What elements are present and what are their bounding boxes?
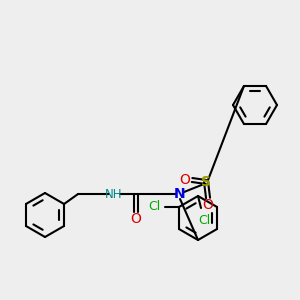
Text: O: O xyxy=(130,212,142,226)
Text: NH: NH xyxy=(105,188,123,200)
Text: Cl: Cl xyxy=(198,214,210,227)
Text: S: S xyxy=(201,175,211,189)
Text: N: N xyxy=(174,187,186,201)
Text: Cl: Cl xyxy=(148,200,160,214)
Text: O: O xyxy=(202,198,214,212)
Text: O: O xyxy=(180,173,190,187)
